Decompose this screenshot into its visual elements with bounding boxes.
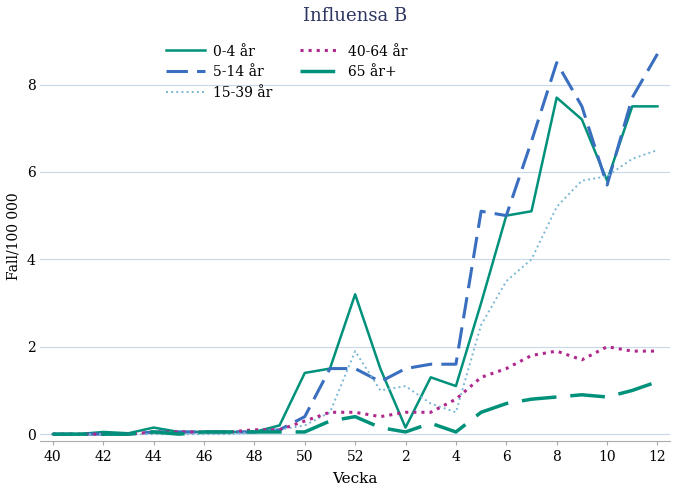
Legend: 0-4 år, 5-14 år, 15-39 år, 40-64 år, 65 år+: 0-4 år, 5-14 år, 15-39 år, 40-64 år, 65 …: [160, 39, 413, 106]
Y-axis label: Fall/100 000: Fall/100 000: [7, 193, 21, 280]
Title: Influensa B: Influensa B: [303, 7, 408, 25]
X-axis label: Vecka: Vecka: [332, 472, 378, 486]
